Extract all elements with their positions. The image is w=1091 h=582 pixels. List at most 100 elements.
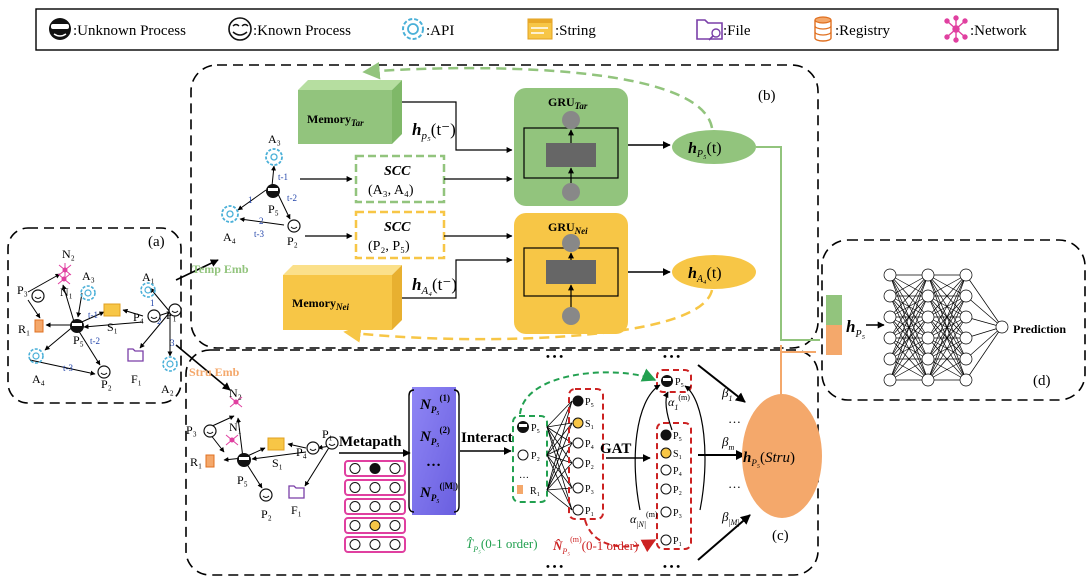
bipartite-edge bbox=[546, 487, 573, 491]
bipartite-edge bbox=[546, 400, 573, 428]
gat-output-top-box bbox=[656, 369, 692, 393]
bipartite-edge bbox=[546, 454, 573, 511]
stru-emb-label: Stru Emb bbox=[189, 365, 240, 379]
c-node-p2: P₂ bbox=[261, 507, 272, 521]
bipartite-edge bbox=[546, 422, 573, 491]
h-p5-t-to-concat-line bbox=[756, 146, 820, 341]
metapath-node-icon bbox=[369, 463, 381, 474]
n-hat-label: N̂P₅(m)(0-1 order) bbox=[552, 535, 638, 556]
interact-node-r1: R₁ bbox=[530, 486, 540, 497]
n-p5-1: NP₅(1) bbox=[419, 393, 450, 415]
nn-neuron bbox=[959, 331, 973, 345]
b-node-p2: P₂ bbox=[287, 234, 298, 248]
nn-edge bbox=[927, 316, 967, 381]
nn-edge bbox=[927, 358, 967, 381]
a-node-p2: P₂ bbox=[101, 377, 112, 391]
nn-neuron bbox=[921, 331, 935, 345]
c-node-p5: P₅ bbox=[237, 473, 248, 487]
a-node-a4: A₄ bbox=[32, 372, 45, 386]
network-icon bbox=[944, 15, 968, 43]
stru-to-concat-line bbox=[780, 345, 816, 353]
gat-output-node-icon bbox=[660, 464, 672, 476]
bipartite-edge bbox=[546, 426, 573, 444]
metapath-node-icon bbox=[389, 539, 401, 550]
metapath-node-icon bbox=[349, 482, 361, 493]
gru-tar-text: GRU bbox=[548, 95, 575, 109]
bipartite-edge bbox=[546, 400, 573, 456]
nn-neuron bbox=[959, 373, 973, 387]
nn-neuron bbox=[959, 268, 973, 282]
nn-neuron bbox=[959, 289, 973, 303]
graph-a-icons bbox=[28, 263, 182, 379]
feedback-nei-arrow bbox=[343, 289, 714, 343]
nn-neuron bbox=[921, 310, 935, 324]
b-edge-t1: t-1 bbox=[278, 172, 288, 182]
beta-arrow-M bbox=[697, 514, 751, 561]
a-gear-icon-a4 bbox=[28, 348, 44, 364]
nn-neuron bbox=[883, 289, 897, 303]
a-node-p5: P₅ bbox=[73, 333, 84, 347]
a-node-a2: A₂ bbox=[161, 382, 174, 396]
nn-edge bbox=[927, 274, 967, 297]
metapath-label: Metapath bbox=[339, 434, 402, 450]
c-node-p4: P₄ bbox=[296, 445, 307, 459]
b-edge-1: 1 bbox=[248, 195, 253, 205]
h-p5-t-arg: (t) bbox=[707, 140, 722, 157]
bipartite-edge bbox=[546, 462, 573, 491]
nn-edge bbox=[927, 274, 967, 339]
gat-output-node-label: S₁ bbox=[673, 449, 682, 460]
c-known-icon-p1 bbox=[325, 436, 339, 450]
a-known-icon-p2 bbox=[97, 365, 111, 379]
gat-output-node-label: P₄ bbox=[673, 466, 683, 477]
nn-neuron bbox=[921, 352, 935, 366]
nn-neuron bbox=[883, 331, 897, 345]
gru-nei-block bbox=[514, 213, 628, 334]
nn-edge bbox=[889, 274, 929, 339]
gru-nei-label: GRUNei bbox=[548, 220, 588, 236]
nn-edge bbox=[927, 337, 967, 381]
c-file-icon-f1 bbox=[288, 485, 305, 499]
beta-dots-2: … bbox=[728, 476, 741, 491]
gat-output-node-label: P₅ bbox=[673, 431, 682, 442]
memory-tar-to-gru-arrow bbox=[402, 101, 513, 153]
a-edge-3: 3 bbox=[170, 338, 175, 348]
legend-string-label: :String bbox=[555, 23, 596, 39]
gru-tar-block bbox=[514, 88, 628, 206]
nn-neuron bbox=[883, 268, 897, 282]
c-network-icon-n1 bbox=[225, 434, 239, 446]
a-network-icon-n1 bbox=[57, 273, 71, 285]
h-a4-t-h: h bbox=[688, 265, 697, 282]
c-string-icon-s1 bbox=[267, 437, 285, 451]
nn-neuron bbox=[995, 320, 1009, 334]
metapath-node-icon bbox=[349, 501, 361, 512]
interact-label: Interact bbox=[461, 430, 513, 446]
a-node-r1: R₁ bbox=[18, 322, 30, 336]
gat-output-node-icon bbox=[660, 429, 672, 441]
c-node-r1: R₁ bbox=[190, 455, 202, 469]
memory-tar-label: MemoryTar bbox=[307, 112, 364, 128]
b-edge-2: 2 bbox=[259, 216, 264, 226]
gat-output-node-icon bbox=[660, 534, 672, 546]
h-a4-t-ellipse bbox=[672, 255, 756, 289]
ellipsis-bottom-2: • • • bbox=[663, 561, 680, 573]
gat-output-unknown-icon bbox=[661, 375, 673, 387]
nn-edge bbox=[927, 295, 967, 381]
nn-edge bbox=[889, 295, 929, 381]
h-p5-stru-ellipse bbox=[742, 394, 822, 518]
gru-tar-label: GRUTar bbox=[548, 95, 588, 111]
gat-input-node-icon bbox=[572, 482, 584, 494]
metapath-node-icon bbox=[369, 539, 381, 550]
gat-input-node-label: P₄ bbox=[585, 439, 595, 450]
a-registry-icon-r1 bbox=[34, 319, 44, 333]
c-node-p3: P₃ bbox=[186, 423, 197, 437]
api-gear-icon bbox=[402, 18, 424, 40]
nn-edge bbox=[889, 274, 929, 297]
c-node-p1: P₁ bbox=[322, 427, 333, 441]
n-p5-dots: … bbox=[426, 454, 441, 470]
memory-nei-label: MemoryNei bbox=[292, 296, 349, 312]
h-p5-tminus-label: hp₅(t⁻) bbox=[412, 120, 456, 142]
attention-arrow-1 bbox=[662, 391, 673, 431]
gru-tar-sub: Tar bbox=[575, 101, 588, 111]
gat-output-node-icon bbox=[660, 506, 672, 518]
nn-edge bbox=[927, 274, 967, 381]
